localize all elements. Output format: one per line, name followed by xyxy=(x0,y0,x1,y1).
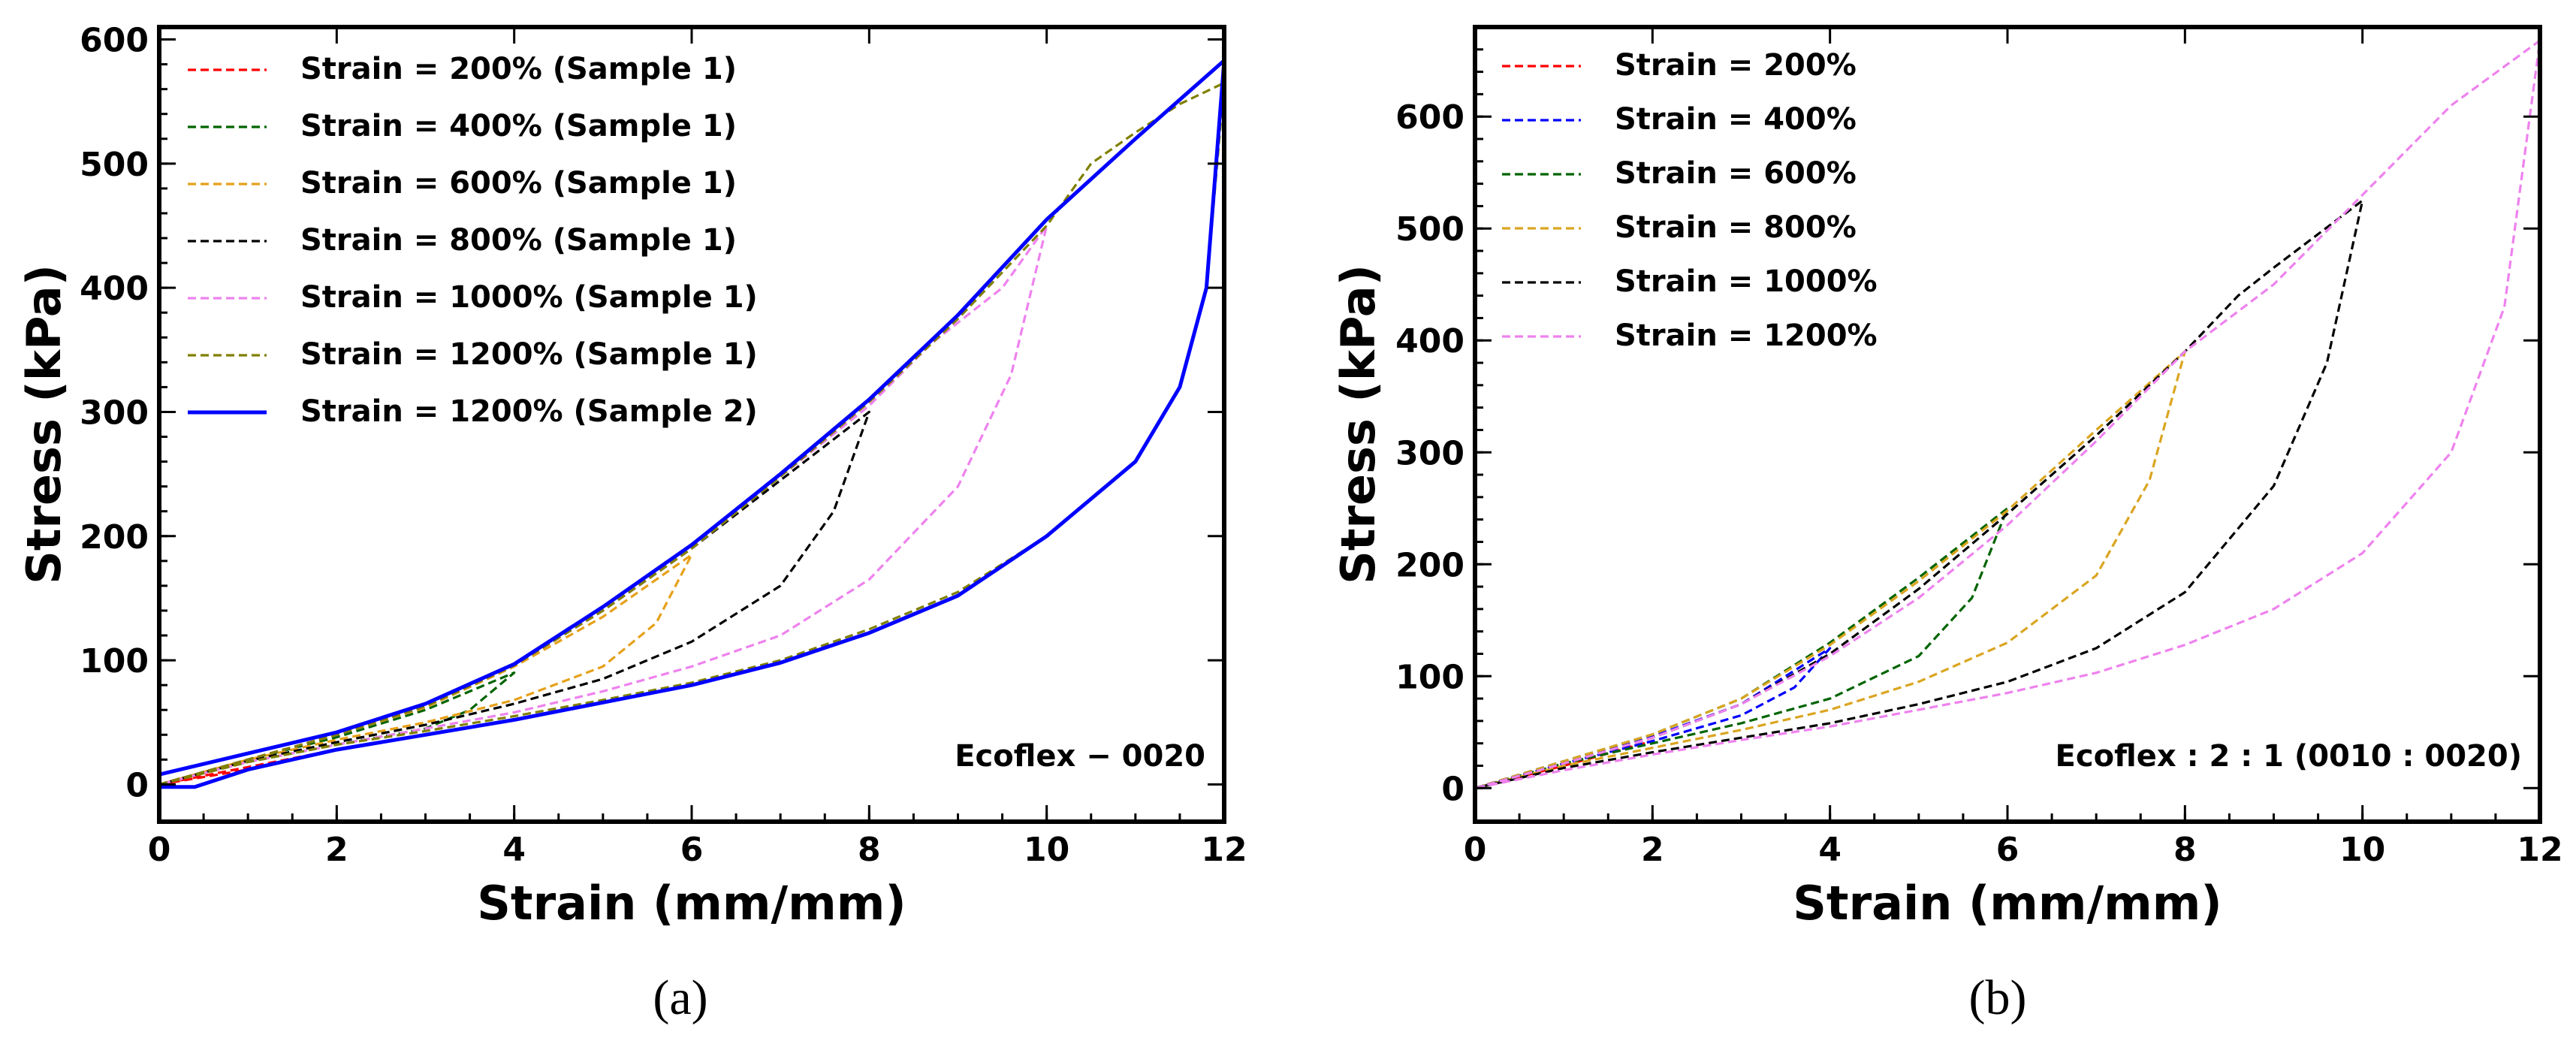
x-tick-label-b: 12 xyxy=(2517,831,2562,869)
series-line-b-4 xyxy=(1475,199,2364,789)
legend-label-a-2: Strain = 600% (Sample 1) xyxy=(300,166,737,201)
legend-label-a-4: Strain = 1000% (Sample 1) xyxy=(300,280,758,315)
y-axis-title-b: Stress (kPa) xyxy=(1331,264,1386,584)
x-tick-label-a: 6 xyxy=(680,831,704,869)
caption-a: (a) xyxy=(653,970,707,1025)
y-tick-label-b: 400 xyxy=(1395,322,1464,361)
y-tick-label-a: 200 xyxy=(80,518,149,557)
x-tick-label-a: 12 xyxy=(1201,831,1247,869)
axes-frame-b xyxy=(1473,25,2542,824)
legend-label-a-1: Strain = 400% (Sample 1) xyxy=(300,109,737,143)
series-line-b-3 xyxy=(1475,350,2186,789)
y-tick-label-b: 300 xyxy=(1395,434,1464,472)
x-tick-label-b: 8 xyxy=(2173,831,2197,869)
legend-label-b-3: Strain = 800% xyxy=(1615,210,1857,245)
series-line-a-5 xyxy=(159,81,1224,786)
legend-label-a-3: Strain = 800% (Sample 1) xyxy=(300,223,737,258)
caption-b: (b) xyxy=(1969,970,2027,1025)
legend-label-b-1: Strain = 400% xyxy=(1615,102,1857,137)
y-tick-label-a: 0 xyxy=(125,766,149,804)
legend-label-a-5: Strain = 1200% (Sample 1) xyxy=(300,337,758,372)
x-tick-label-a: 10 xyxy=(1024,831,1069,869)
series-line-a-2 xyxy=(159,554,693,786)
y-tick-label-a: 600 xyxy=(80,22,149,60)
legend-b: Strain = 200% Strain = 400% Strain = 600% S… xyxy=(1502,48,1878,353)
x-tick-label-a: 0 xyxy=(148,831,171,869)
legend-label-a-0: Strain = 200% (Sample 1) xyxy=(300,52,737,86)
x-axis-title-a: Strain (mm/mm) xyxy=(477,876,906,931)
legend-a: Strain = 200% (Sample 1) Strain = 400% (S… xyxy=(188,52,758,429)
plot-area-b xyxy=(1475,39,2540,789)
x-tick-label-b: 4 xyxy=(1818,831,1842,869)
y-tick-label-a: 300 xyxy=(80,394,149,432)
y-tick-label-b: 100 xyxy=(1395,658,1464,696)
y-tick-label-b: 200 xyxy=(1395,546,1464,584)
x-tick-label-a: 4 xyxy=(502,831,526,869)
series-line-b-5 xyxy=(1475,39,2540,789)
x-tick-label-a: 8 xyxy=(858,831,881,869)
y-axis-title-a: Stress (kPa) xyxy=(17,264,71,584)
y-tick-label-b: 0 xyxy=(1441,770,1464,808)
y-tick-label-b: 600 xyxy=(1395,98,1464,137)
y-tick-label-a: 500 xyxy=(80,146,149,184)
series-line-b-1 xyxy=(1475,647,1832,789)
x-tick-label-b: 0 xyxy=(1464,831,1487,869)
y-tick-label-b: 500 xyxy=(1395,210,1464,249)
x-tick-label-b: 6 xyxy=(1996,831,2019,869)
ticks-a: 0 2 4 6 8 10 12 0 100 200 300 400 500 600 xyxy=(80,22,1247,869)
chart-panel-b: 0 2 4 6 8 10 12 0 100 200 300 400 500 600 Strain = 20… xyxy=(1331,25,2563,1025)
plot-area-a xyxy=(159,59,1224,789)
x-tick-label-b: 2 xyxy=(1641,831,1664,869)
legend-label-b-0: Strain = 200% xyxy=(1615,48,1857,83)
ticks-b: 0 2 4 6 8 10 12 0 100 200 300 400 500 600 xyxy=(1395,26,2563,869)
legend-label-b-5: Strain = 1200% xyxy=(1615,318,1878,353)
y-tick-label-a: 400 xyxy=(80,270,149,308)
x-axis-title-b: Strain (mm/mm) xyxy=(1793,876,2222,931)
legend-label-b-4: Strain = 1000% xyxy=(1615,264,1878,299)
x-tick-label-a: 2 xyxy=(325,831,348,869)
series-line-a-3 xyxy=(159,410,870,786)
annotation-b: Ecoflex : 2 : 1 (0010 : 0020) xyxy=(2056,739,2522,774)
y-tick-label-a: 100 xyxy=(80,642,149,680)
x-tick-label-b: 10 xyxy=(2339,831,2385,869)
series-line-a-6 xyxy=(159,59,1224,789)
chart-panel-a: 0 2 4 6 8 10 12 0 100 200 300 400 500 600 Strain = 20… xyxy=(17,22,1247,1025)
annotation-a: Ecoflex − 0020 xyxy=(955,739,1205,774)
legend-label-a-6: Strain = 1200% (Sample 2) xyxy=(300,394,758,429)
legend-label-b-2: Strain = 600% xyxy=(1615,156,1857,191)
series-line-b-2 xyxy=(1475,507,2009,789)
